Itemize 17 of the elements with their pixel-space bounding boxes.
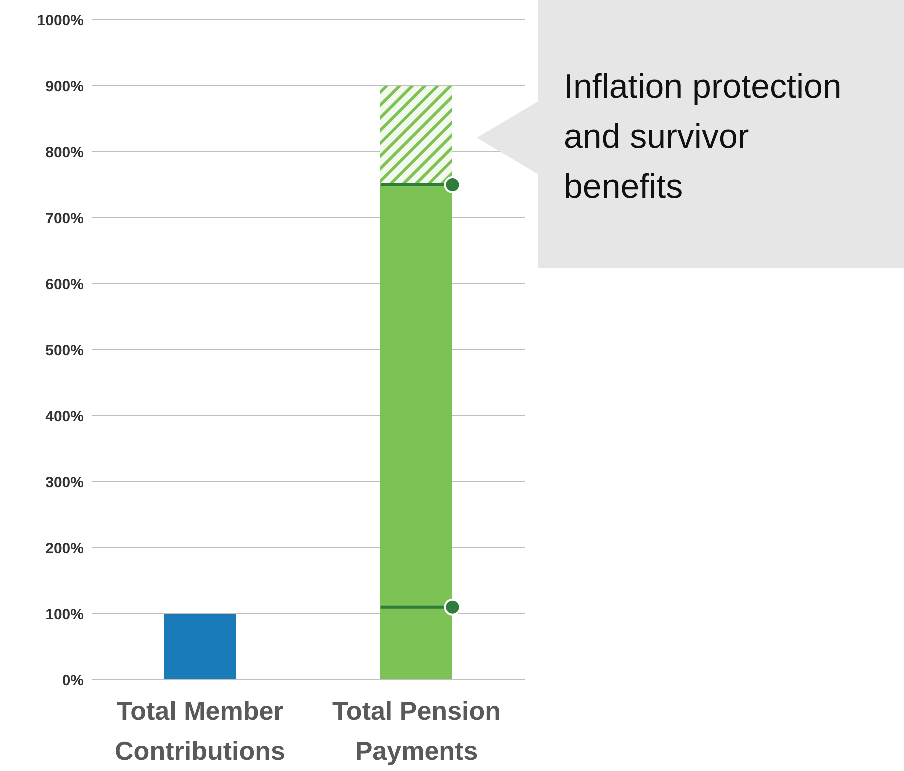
y-tick-label: 800% [46,144,84,162]
y-tick-label: 200% [46,540,84,558]
y-tick-label: 500% [46,342,84,360]
y-tick-label: 900% [46,78,84,96]
bar [164,614,236,680]
x-tick-label: Total Member Contributions [115,696,286,766]
y-tick-label: 100% [46,606,84,624]
text: Inflation protection and survivor benefits [564,67,843,208]
y-tick-label: 300% [46,474,84,492]
y-tick-label: 0% [62,672,84,690]
bar [380,185,452,680]
y-tick-label: 600% [46,276,84,294]
x-tick-label: Total Pension Payments [332,696,502,766]
bar [380,86,452,185]
y-tick-label: 700% [46,210,84,228]
y-tick-label: 1000% [37,12,84,30]
y-tick-label: 400% [46,408,84,426]
